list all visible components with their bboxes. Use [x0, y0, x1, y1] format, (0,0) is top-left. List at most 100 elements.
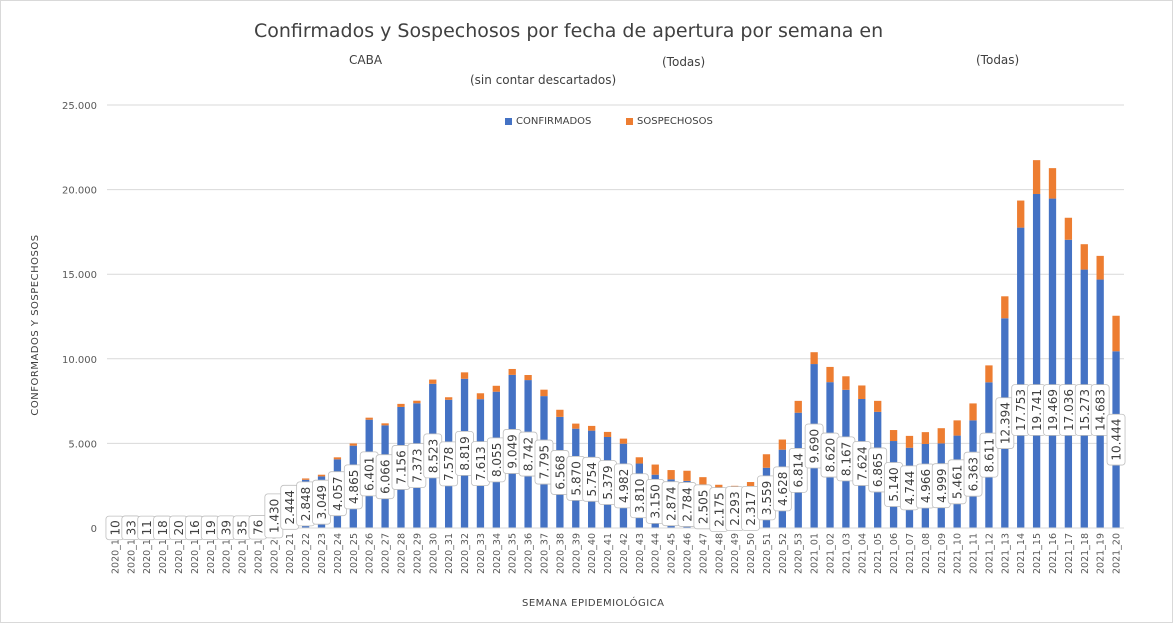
x-tick-label: 2020_10: [110, 533, 121, 574]
bar-sospechosos: [969, 403, 977, 421]
data-label: 9.049: [502, 429, 522, 474]
x-tick-label: 2020_30: [428, 533, 439, 574]
x-tick-label: 2020_40: [587, 533, 598, 574]
y-tick-label: 25.000: [62, 101, 97, 112]
x-tick-label: 2020_51: [762, 533, 773, 574]
data-label: 2.175: [709, 487, 729, 532]
y-tick-label: 5.000: [68, 439, 97, 450]
data-label: 6.814: [788, 447, 808, 493]
data-label-text: 6.401: [363, 457, 377, 491]
bar-sospechosos: [524, 375, 532, 381]
bar-sospechosos: [1017, 200, 1025, 228]
bar-sospechosos: [1096, 255, 1104, 280]
x-tick-label: 2021_15: [1032, 533, 1043, 574]
x-tick-label: 2020_28: [396, 533, 407, 574]
bar-sospechosos: [762, 454, 771, 468]
bar-sospechosos: [444, 397, 453, 400]
bar-sospechosos: [1112, 315, 1120, 352]
x-tick-label: 2021_18: [1080, 533, 1091, 574]
data-label-text: 9.690: [808, 429, 822, 463]
data-label-text: 7.156: [394, 450, 408, 484]
data-label-text: 4.744: [903, 471, 917, 505]
bar-sospechosos: [540, 389, 548, 397]
x-tick-label: 2021_10: [953, 533, 964, 574]
data-label: 6.568: [550, 450, 570, 495]
data-label: 8.611: [979, 432, 999, 478]
data-label-text: 7.613: [474, 446, 488, 480]
x-tick-label: 2020_34: [492, 533, 503, 574]
data-label: 5.870: [566, 455, 586, 501]
x-tick-label: 2020_20: [269, 533, 280, 574]
bar-sospechosos: [1001, 296, 1009, 319]
data-label: 14.683: [1090, 384, 1110, 436]
bar-confirmados: [1017, 227, 1025, 528]
data-label: 6.401: [359, 451, 379, 497]
bar-sospechosos: [810, 352, 818, 365]
bar-sospechosos: [317, 474, 326, 477]
bar-sospechosos: [333, 457, 342, 460]
bar-sospechosos: [381, 423, 389, 426]
x-tick-label: 2020_41: [603, 533, 614, 574]
data-label: 2.293: [725, 486, 745, 532]
x-tick-label: 2020_26: [365, 533, 376, 574]
data-label-text: 19.741: [1030, 389, 1044, 431]
bar-sospechosos: [492, 385, 500, 392]
x-tick-label: 2020_15: [190, 533, 201, 574]
data-label-text: 8.055: [490, 443, 504, 477]
x-tick-label: 2020_14: [174, 533, 185, 574]
bar-sospechosos: [746, 482, 755, 489]
data-label: 10.444: [1106, 413, 1126, 466]
x-tick-label: 2020_35: [508, 533, 519, 574]
data-label: 8.055: [486, 437, 506, 483]
bar-sospechosos: [858, 385, 866, 400]
bar-sospechosos: [921, 432, 930, 444]
data-label-box: [979, 432, 999, 478]
x-tick-label: 2020_17: [222, 533, 233, 574]
data-label: 10: [105, 515, 125, 541]
data-label: 8.819: [455, 430, 474, 476]
bar-sospechosos: [667, 470, 675, 480]
bar-sospechosos: [1080, 244, 1088, 270]
x-tick-label: 2020_31: [444, 533, 455, 574]
data-label-text: 2.317: [744, 491, 758, 525]
bar-sospechosos: [905, 435, 914, 448]
bar-sospechosos: [985, 365, 993, 383]
x-tick-label: 2020_43: [635, 533, 646, 574]
x-tick-label: 2020_33: [476, 533, 487, 574]
x-tick-label: 2020_38: [555, 533, 566, 574]
bar-sospechosos: [572, 423, 580, 429]
bar-confirmados: [1064, 239, 1073, 528]
x-tick-label: 2020_53: [794, 533, 805, 574]
data-label-text: 15.273: [1078, 389, 1092, 431]
data-label-text: 19.469: [1046, 389, 1060, 431]
data-label: 3.559: [757, 475, 776, 521]
bar-sospechosos: [603, 431, 612, 437]
data-label-text: 4.982: [617, 469, 631, 503]
data-label-text: 6.568: [553, 455, 567, 489]
data-label-text: 4.999: [935, 469, 949, 503]
legend-confirmados-swatch: [505, 118, 512, 125]
data-label-text: 1.430: [267, 499, 281, 533]
data-label-text: 35: [236, 520, 250, 535]
x-tick-label: 2020_22: [301, 533, 312, 574]
data-label-text: 14.683: [1094, 389, 1108, 431]
data-label-text: 2.505: [696, 490, 710, 524]
data-label: 5.379: [598, 460, 617, 505]
y-tick-label: 20.000: [62, 186, 97, 197]
data-label: 4.865: [343, 464, 363, 510]
bar-confirmados: [1032, 193, 1041, 528]
bar-sospechosos: [842, 376, 850, 390]
data-label-text: 6.814: [792, 453, 806, 487]
data-label-text: 8.620: [824, 438, 838, 472]
data-label-box: [788, 447, 808, 493]
data-label-text: 4.057: [331, 476, 345, 510]
bar-sospechosos: [874, 400, 882, 412]
data-label: 2.848: [296, 481, 316, 527]
data-label-text: 8.523: [426, 439, 440, 473]
x-tick-label: 2020_32: [460, 533, 471, 574]
x-tick-label: 2020_25: [349, 533, 360, 574]
data-label: 76: [248, 515, 268, 540]
bar-sospechosos: [460, 372, 469, 379]
data-label-text: 3.559: [760, 481, 774, 515]
data-label: 5.461: [947, 459, 967, 505]
